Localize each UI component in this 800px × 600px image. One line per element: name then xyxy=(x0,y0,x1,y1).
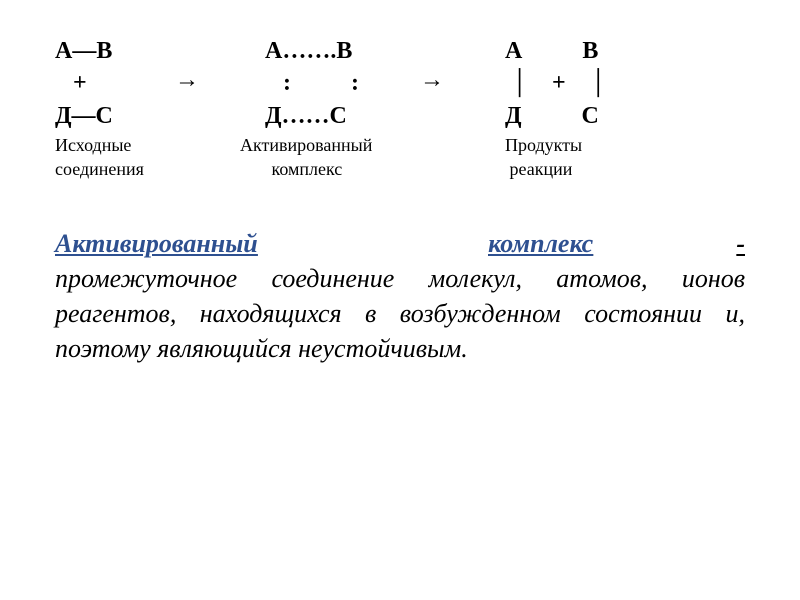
arrow-2: → xyxy=(420,35,505,94)
products-line3: Д С xyxy=(505,100,599,132)
initial-line1: А—В xyxy=(55,35,112,67)
definition-paragraph: Активированный комплекс - промежуточное … xyxy=(55,226,745,366)
complex-line1: А…….В xyxy=(265,35,352,67)
label-initial: Исходные соединения xyxy=(55,134,240,181)
label-products: Продукты реакции xyxy=(505,134,582,181)
label-complex: Активированный комплекс xyxy=(240,134,505,181)
definition-term-1: Активированный xyxy=(55,226,258,261)
definition-body: промежуточное соединение молекул, атомов… xyxy=(55,264,745,363)
labels-row: Исходные соединения Активированный компл… xyxy=(55,134,745,181)
arrow-1: → xyxy=(175,35,265,94)
complex-line3: Д……С xyxy=(265,100,347,132)
reaction-diagram: А—В + Д—С → А…….В : : Д……С → А В │ + │ Д… xyxy=(55,35,745,132)
definition-term-2: комплекс xyxy=(488,226,593,261)
initial-line2: + xyxy=(55,67,87,99)
complex-line2: : : xyxy=(265,67,359,99)
definition-dash: - xyxy=(736,226,745,261)
products-line1: А В xyxy=(505,35,598,67)
initial-line3: Д—С xyxy=(55,100,113,132)
activated-complex-block: А…….В : : Д……С xyxy=(265,35,420,132)
definition-term-row: Активированный комплекс - xyxy=(55,226,745,261)
products-block: А В │ + │ Д С xyxy=(505,35,607,132)
products-line2: │ + │ xyxy=(505,67,607,99)
initial-compounds-block: А—В + Д—С xyxy=(55,35,175,132)
